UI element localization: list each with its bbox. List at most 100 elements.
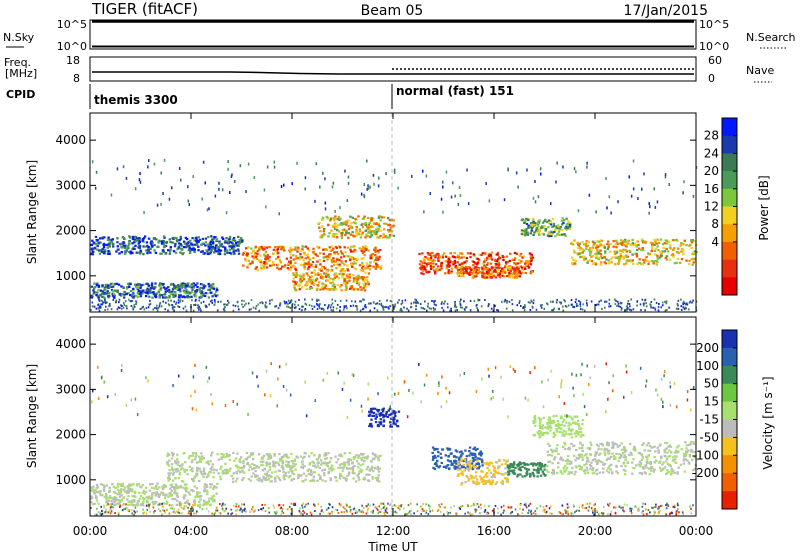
echo-cell [112,298,115,301]
echo-cell [203,294,207,298]
echo-cell [559,470,562,473]
echo-cell [146,287,149,290]
echo-cell [480,305,483,308]
echo-cell [353,472,356,475]
echo-cell [690,246,693,249]
echo-cell [636,240,639,243]
echo-cell [230,252,233,255]
echo-cell [377,216,381,219]
echo-cell [550,233,553,236]
echo-cell [357,456,360,459]
echo-cell [242,462,245,465]
echo-cell [267,457,270,460]
echo-cell [347,219,350,222]
echo-cell [439,452,442,455]
echo-cell [573,239,576,242]
echo-cell [563,464,567,468]
echo-cell [197,245,200,248]
echo-cell [104,293,107,296]
echo-cell [211,495,214,498]
echo-cell [363,305,366,308]
echo-cell [285,301,288,304]
echo-cell [562,165,564,169]
echo-cell [585,240,589,243]
echo-cell [353,245,356,248]
echo-cell [524,267,527,270]
echo-cell [591,240,595,243]
echo-cell [194,458,197,461]
echo-cell [182,452,185,455]
echo-cell [465,474,468,478]
echo-cell [165,500,169,503]
echo-cell [198,491,201,494]
echo-cell [146,244,149,248]
echo-cell [227,239,230,242]
echo-cell [369,264,373,267]
echo-cell [494,471,497,474]
echo-cell [620,242,623,246]
echo-cell [596,245,600,249]
echo-cell [201,291,204,294]
echo-cell [267,455,271,458]
echo-cell [554,449,557,452]
echo-cell [519,466,522,469]
echo-cell [462,463,465,466]
echo-cell [335,479,338,482]
echo-cell [459,194,462,198]
echo-cell [413,301,415,304]
echo-cell [341,272,344,275]
echo-cell [428,307,431,310]
echo-cell [653,260,656,263]
echo-cell [315,288,319,292]
echo-cell [298,283,301,286]
echo-cell [502,259,505,262]
echo-cell [373,307,376,310]
echo-cell [474,458,478,461]
echo-cell [364,282,367,285]
echo-cell [461,306,463,309]
echo-cell [339,217,342,220]
echo-cell [187,491,190,494]
echo-cell [316,298,318,301]
echo-cell [102,483,105,487]
echo-cell [108,295,111,298]
echo-cell [171,454,175,457]
echo-cell [130,305,133,307]
echo-cell [335,229,339,232]
echo-cell [143,492,146,495]
echo-cell [323,457,327,460]
y-tick-label: 1000 [55,269,86,283]
echo-cell [554,235,557,238]
echo-cell [185,285,188,288]
echo-cell [215,238,219,241]
echo-cell [685,259,688,262]
echo-cell [533,462,536,465]
echo-cell [653,243,656,246]
echo-cell [431,300,433,302]
echo-cell [656,200,659,204]
echo-cell [256,478,259,481]
echo-cell [606,449,610,452]
echo-cell [446,464,450,467]
echo-cell [346,273,350,276]
echo-cell [134,240,137,243]
echo-cell [493,469,496,473]
echo-cell [165,502,169,505]
echo-cell [453,251,456,254]
echo-cell [372,453,375,456]
echo-cell [213,251,216,254]
echo-cell [103,252,106,255]
echo-cell [474,475,478,478]
echo-cell [198,305,201,308]
echo-cell [305,287,308,290]
echo-cell [550,234,553,237]
echo-cell [483,475,486,478]
echo-cell [262,460,265,463]
echo-cell [324,304,326,306]
echo-cell [149,241,153,244]
echo-cell [674,458,677,461]
echo-cell [599,255,603,258]
echo-cell [467,463,470,466]
echo-cell [370,302,372,305]
